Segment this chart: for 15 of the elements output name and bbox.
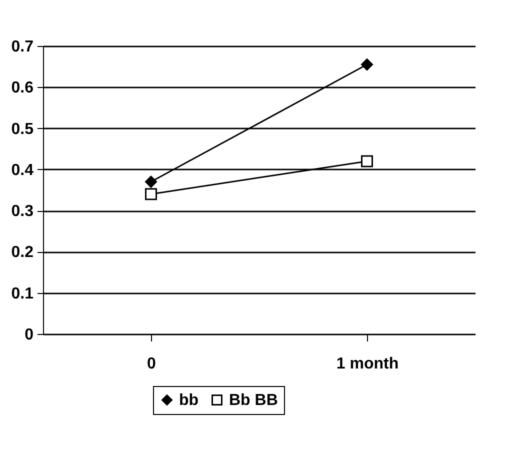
point (145, 176, 157, 188)
y-tick-label: 0.1 (11, 285, 34, 302)
point (145, 188, 157, 200)
point (361, 155, 373, 168)
legend-label: bb (179, 392, 199, 409)
y-tick-label: 0.3 (11, 203, 34, 220)
y-tick-label: 0.4 (11, 162, 34, 179)
x-tick-label: 1 month (336, 356, 399, 372)
y-tick-label: 0 (24, 326, 34, 344)
y-tick-label: 0.2 (11, 244, 34, 262)
point (361, 58, 373, 71)
legend-label: Bb BB (229, 392, 278, 409)
y-tick-label: 0.7 (11, 38, 34, 56)
y-tick-label: 0.5 (11, 120, 34, 138)
y-tick-label: 0.6 (11, 80, 34, 97)
